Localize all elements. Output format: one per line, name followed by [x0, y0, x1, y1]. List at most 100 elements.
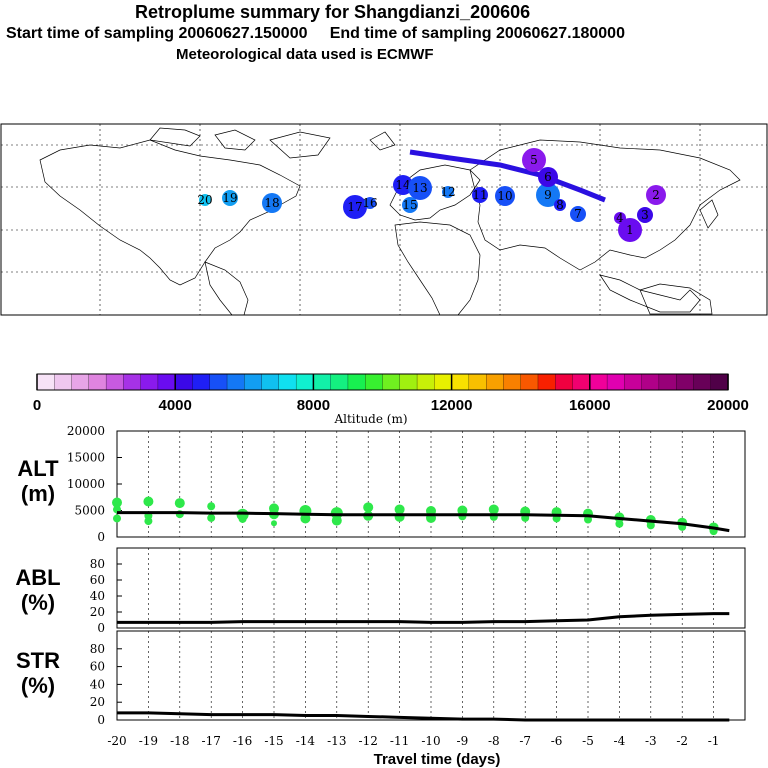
- colorbar-tick-label: 8000: [297, 397, 330, 414]
- scatter-point: [143, 496, 154, 507]
- coastlines: [39, 127, 741, 316]
- plume-marker: [222, 190, 238, 206]
- y-tick-label: 40: [90, 677, 105, 691]
- plume-marker: [199, 194, 211, 206]
- plume-marker: [536, 183, 560, 207]
- scatter-point: [615, 519, 624, 528]
- colorbar-swatch: [624, 373, 643, 391]
- plume-day-label: 16: [362, 196, 377, 210]
- plume-day-label: 17: [347, 200, 362, 214]
- colorbar-swatch: [589, 373, 608, 391]
- colorbar-swatch: [365, 373, 384, 391]
- colorbar-swatch: [278, 373, 297, 391]
- colorbar-swatch: [434, 373, 453, 391]
- colorbar-swatch: [399, 373, 418, 391]
- plume-day-label: 2: [652, 188, 660, 202]
- plume-marker: [442, 186, 454, 198]
- colorbar-swatch: [71, 373, 90, 391]
- x-tick-label: -10: [421, 734, 440, 748]
- plume-marker: [522, 148, 546, 172]
- colorbar-tick-label: 20000: [707, 397, 749, 414]
- y-tick-label: 80: [90, 642, 105, 656]
- plume-marker: [646, 185, 666, 205]
- y-tick-label: 15000: [67, 451, 105, 465]
- plume-marker: [618, 218, 642, 242]
- series-line: [117, 612, 730, 624]
- colorbar-swatch: [451, 373, 470, 391]
- colorbar-swatch: [192, 373, 211, 391]
- panel-abl: 0 20 40 60 80 ABL(%): [15, 547, 746, 635]
- y-axis-label-unit: (%): [21, 590, 55, 615]
- plume-marker: [408, 176, 432, 200]
- y-tick-label: 40: [90, 589, 105, 603]
- plume-marker: [402, 197, 418, 213]
- met-data-line: Meteorological data used is ECMWF: [176, 46, 434, 63]
- colorbar-tick-label: 0: [33, 397, 41, 414]
- panel-alt: 0 5000 10000 15000 20000 ALT(m): [17, 424, 746, 544]
- plume-marker: [637, 207, 653, 223]
- plume-day-label: 4: [616, 211, 624, 225]
- plume-day-label: 19: [222, 191, 237, 205]
- x-tick-label: -7: [519, 734, 531, 748]
- colorbar-swatch: [468, 373, 487, 391]
- colorbar-swatch: [140, 373, 159, 391]
- y-tick-label: 0: [97, 530, 105, 544]
- chart-title: Retroplume summary for Shangdianzi_20060…: [135, 2, 531, 22]
- plume-day-label: 11: [472, 188, 487, 202]
- x-tick-label: -13: [327, 734, 346, 748]
- altitude-colorbar: 0 4000 8000 12000 16000 20000: [33, 373, 749, 414]
- plume-day-label: 6: [544, 170, 552, 184]
- scatter-point: [646, 521, 655, 530]
- series-line: [117, 711, 730, 722]
- colorbar-swatch: [606, 373, 626, 391]
- scatter-point: [113, 514, 121, 523]
- plume-day-label: 15: [402, 198, 417, 212]
- plume-marker: [554, 199, 566, 211]
- colorbar-swatch: [710, 373, 729, 391]
- colorbar-label: Altitude (m): [333, 412, 407, 426]
- plume-day-label: 12: [440, 185, 455, 199]
- colorbar-swatch: [123, 373, 142, 391]
- time-series-panels: 05000100001500020000ALT(m)020406080ABL(%…: [15, 424, 746, 748]
- colorbar-swatch: [555, 373, 574, 391]
- colorbar-swatch: [693, 373, 712, 391]
- colorbar-swatch: [537, 373, 556, 391]
- plume-marker: [570, 206, 586, 222]
- scatter-point: [207, 502, 216, 511]
- plume-day-label: 14: [395, 178, 411, 192]
- x-tick-label: -20: [107, 734, 126, 748]
- plume-day-label: 20: [197, 193, 212, 207]
- panel-str: 0 20 40 60 80 STR(%): [16, 630, 746, 727]
- plume-marker: [364, 197, 376, 209]
- scatter-point: [207, 513, 216, 522]
- colorbar-swatch: [88, 373, 107, 391]
- scatter-point: [300, 513, 311, 524]
- x-tick-label: -18: [170, 734, 189, 748]
- colorbar-tick-label: 16000: [569, 397, 611, 414]
- x-axis: -20 -19 -18 -17 -16 -15 -14 -13 -12 -11 -10 -9 -8 -7 -…: [107, 734, 719, 748]
- y-tick-label: 20000: [67, 424, 105, 438]
- y-axis-label: ALT: [17, 456, 59, 481]
- colorbar-swatch: [295, 373, 315, 391]
- y-axis-label: ABL: [15, 565, 60, 590]
- colorbar-swatch: [382, 373, 401, 391]
- x-tick-label: -4: [614, 734, 626, 748]
- colorbar-swatch: [503, 373, 522, 391]
- sampling-time-line: Start time of sampling 20060627.150000 E…: [6, 25, 625, 42]
- x-tick-label: -15: [264, 734, 283, 748]
- y-tick-label: 20: [90, 695, 105, 709]
- plume-marker: [343, 195, 367, 219]
- plume-map: 20 19 18 17 16 15 14 13 12 11 10 987 65 4 32 1: [0, 123, 768, 316]
- x-tick-label: -2: [676, 734, 688, 748]
- colorbar-swatch: [641, 373, 660, 391]
- x-tick-label: -8: [488, 734, 500, 748]
- plume-day-label: 5: [530, 153, 538, 167]
- colorbar-swatch: [330, 373, 349, 391]
- plume-day-label: 3: [641, 208, 649, 222]
- scatter-point: [488, 504, 499, 515]
- plume-marker: [262, 193, 282, 213]
- scatter-point: [457, 505, 468, 516]
- x-axis-label: Travel time (days): [374, 751, 501, 768]
- colorbar-swatch: [175, 373, 194, 391]
- colorbar-swatch: [209, 373, 228, 391]
